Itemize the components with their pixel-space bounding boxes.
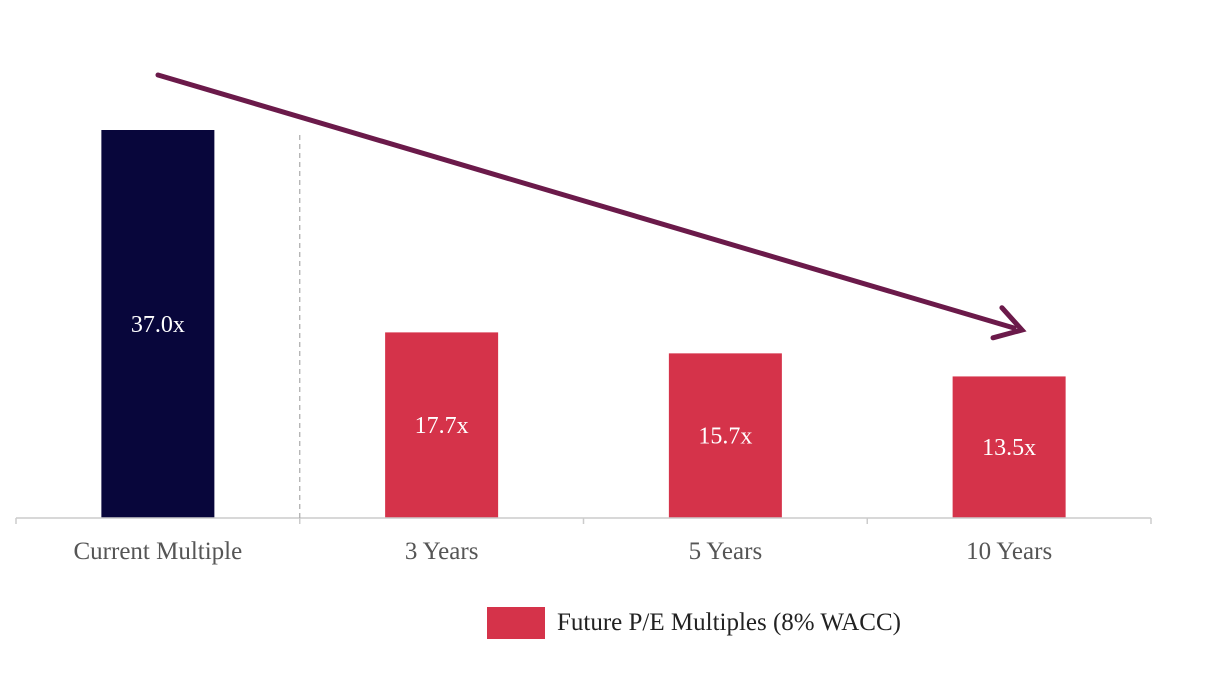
- trend-arrow-line: [155, 72, 1017, 331]
- x-tick-label: 10 Years: [966, 538, 1052, 565]
- x-tick-label: Current Multiple: [74, 538, 243, 565]
- legend: Future P/E Multiples (8% WACC): [487, 606, 901, 639]
- bar-data-label: 17.7x: [415, 413, 469, 439]
- trend-arrow-head-icon: [990, 305, 1027, 341]
- x-tick-label: 3 Years: [405, 538, 479, 565]
- legend-swatch: [487, 606, 545, 639]
- bar-3-years: [385, 332, 499, 518]
- legend-label: Future P/E Multiples (8% WACC): [557, 608, 901, 636]
- bar-current-multiple: [101, 130, 215, 518]
- bar-data-label: 15.7x: [698, 424, 752, 450]
- bar-10-years: [952, 376, 1066, 518]
- x-tick-label: 5 Years: [689, 538, 763, 565]
- bar-data-label: 13.5x: [982, 435, 1036, 461]
- bar-data-label: 37.0x: [131, 312, 185, 338]
- bar-5-years: [668, 353, 782, 518]
